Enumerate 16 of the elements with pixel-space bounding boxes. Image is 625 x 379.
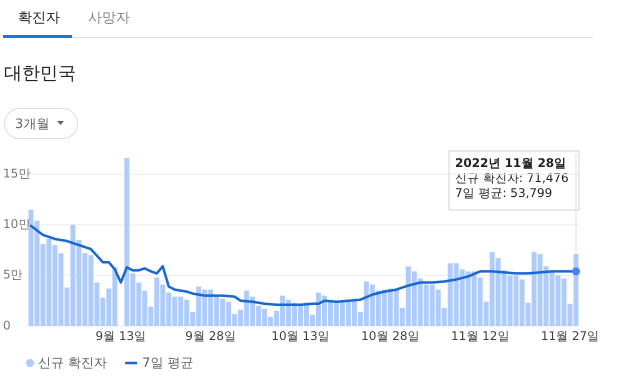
- legend-label: 신규 확진자: [38, 356, 108, 371]
- text: 사망자: [88, 10, 130, 26]
- y-tick-label: 10만: [3, 217, 30, 232]
- x-tick-label: 11월 12일: [451, 329, 510, 343]
- y-tick-label: 0: [3, 318, 11, 332]
- y-tick-label: 15만: [3, 166, 30, 181]
- chart-title: 대한민국: [4, 63, 76, 84]
- y-tick-label: 5만: [3, 268, 23, 282]
- text: 확진자: [18, 10, 60, 26]
- legend-label: 7일 평균: [142, 356, 194, 371]
- x-tick-label: 9월 28일: [185, 329, 236, 343]
- dropdown: 3개월: [4, 108, 78, 139]
- x-tick-label: 10월 13일: [271, 329, 330, 343]
- x-tick-label: 9월 13일: [95, 329, 146, 343]
- x-tick-label: 11월 27일: [540, 329, 600, 343]
- x-tick-label: 10월 28일: [361, 329, 420, 343]
